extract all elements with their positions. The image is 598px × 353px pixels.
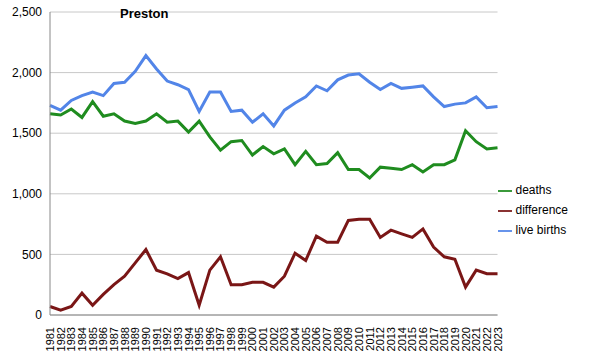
svg-text:2,000: 2,000 <box>12 66 42 80</box>
svg-text:1985: 1985 <box>86 327 99 352</box>
svg-text:2020: 2020 <box>459 327 472 352</box>
svg-text:2019: 2019 <box>448 327 461 352</box>
svg-text:2009: 2009 <box>342 327 355 352</box>
svg-text:1993: 1993 <box>171 327 184 352</box>
svg-text:2018: 2018 <box>438 327 451 352</box>
svg-text:2002: 2002 <box>267 327 280 352</box>
svg-text:2012: 2012 <box>374 327 387 352</box>
svg-text:2001: 2001 <box>257 327 270 352</box>
svg-text:1986: 1986 <box>97 327 110 352</box>
svg-text:2005: 2005 <box>299 327 312 352</box>
svg-text:1983: 1983 <box>65 327 78 352</box>
svg-text:2014: 2014 <box>395 327 408 352</box>
svg-text:1992: 1992 <box>161 327 174 352</box>
svg-text:1984: 1984 <box>76 327 88 352</box>
svg-text:0: 0 <box>35 308 42 322</box>
svg-text:1988: 1988 <box>118 327 131 352</box>
svg-text:1989: 1989 <box>129 327 142 352</box>
svg-text:2,500: 2,500 <box>12 5 42 19</box>
svg-text:2004: 2004 <box>289 327 302 352</box>
svg-text:1999: 1999 <box>235 327 248 352</box>
svg-text:2013: 2013 <box>385 327 397 352</box>
html-text:deaths: deaths <box>515 183 552 197</box>
svg-text:2021: 2021 <box>470 327 483 352</box>
svg-text:2010: 2010 <box>353 327 365 352</box>
svg-text:2016: 2016 <box>416 327 429 352</box>
svg-text:1,000: 1,000 <box>12 187 42 201</box>
svg-text:2008: 2008 <box>331 327 344 352</box>
svg-text:2023: 2023 <box>492 327 504 351</box>
svg-text:1996: 1996 <box>203 327 216 352</box>
svg-text:2015: 2015 <box>406 327 419 352</box>
svg-text:2011: 2011 <box>363 327 376 351</box>
svg-text:1982: 1982 <box>54 327 67 352</box>
svg-text:1987: 1987 <box>107 327 120 352</box>
svg-text:2000: 2000 <box>246 327 259 352</box>
html-text:difference: difference <box>515 203 568 217</box>
html-text:Preston: Preston <box>120 6 169 21</box>
svg-text:2017: 2017 <box>427 327 440 352</box>
svg-text:1998: 1998 <box>225 327 238 352</box>
svg-text:2006: 2006 <box>310 327 323 352</box>
svg-text:1994: 1994 <box>182 327 195 352</box>
svg-text:500: 500 <box>22 248 42 262</box>
svg-text:1,500: 1,500 <box>12 126 42 140</box>
html-text:live births: live births <box>515 223 567 237</box>
svg-text:1995: 1995 <box>193 327 206 352</box>
svg-text:2003: 2003 <box>278 327 291 352</box>
svg-text:1997: 1997 <box>214 327 227 352</box>
svg-text:1991: 1991 <box>150 327 163 352</box>
svg-text:1990: 1990 <box>139 327 152 352</box>
svg-text:2007: 2007 <box>321 327 333 352</box>
svg-text:2022: 2022 <box>480 327 493 352</box>
svg-text:1981: 1981 <box>44 327 56 352</box>
